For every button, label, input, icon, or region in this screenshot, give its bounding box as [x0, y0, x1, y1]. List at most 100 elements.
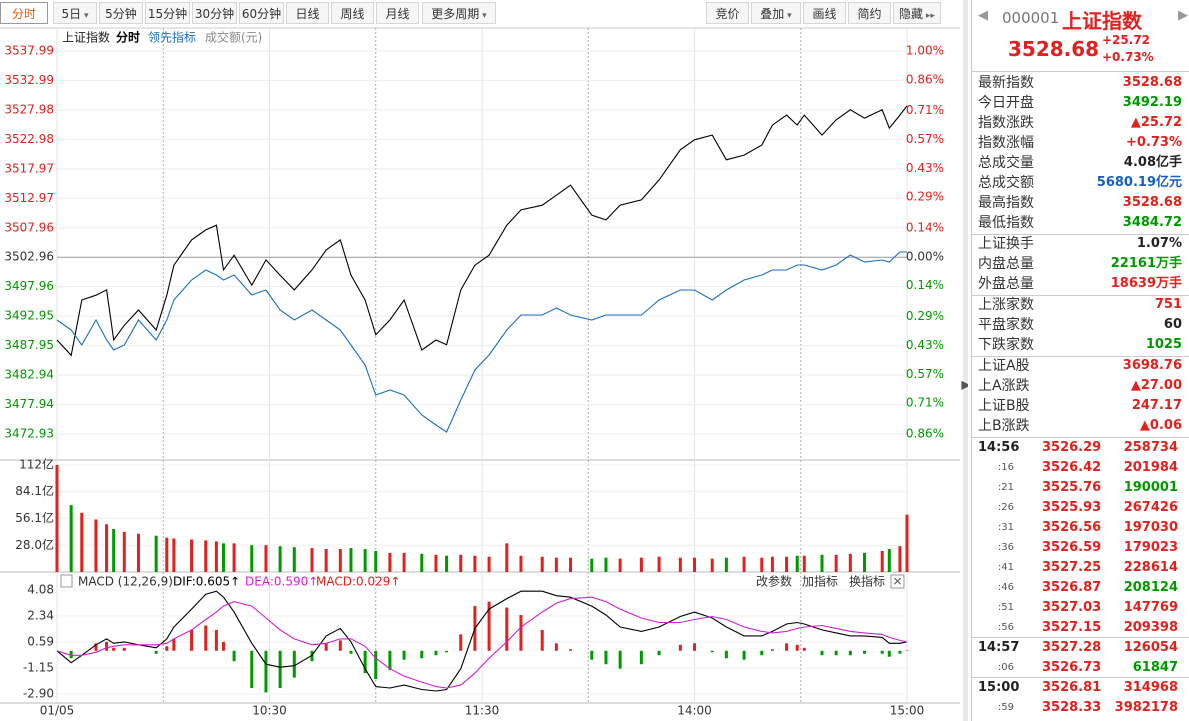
- y-tick-label: 3472.93: [4, 427, 54, 441]
- volume-bar: [540, 556, 544, 572]
- splitter[interactable]: [963, 0, 968, 721]
- y-tick-label: 84.1亿: [15, 483, 54, 498]
- trade-row: 14:56 3526.29 258734: [972, 438, 1188, 458]
- stat-label: 总成交量: [978, 155, 1034, 171]
- y2-tick-label: 0.57%: [906, 367, 944, 381]
- macd-bar: [112, 647, 116, 651]
- macd-bar: [724, 650, 728, 659]
- trade-price: 3527.15: [1042, 620, 1102, 635]
- period-tab[interactable]: 60分钟: [239, 2, 284, 24]
- macd-bar: [554, 643, 558, 651]
- stat-row: 总成交额 5680.19亿元: [972, 173, 1188, 193]
- legend-entry: 领先指标: [148, 30, 196, 45]
- y-tick-label: 3507.96: [4, 220, 54, 234]
- quote-panel: ◀ 000001 上证指数 ▶ 3528.68 +25.72 +0.73% 最新…: [971, 0, 1189, 721]
- splitter-arrow[interactable]: ▶: [961, 378, 968, 392]
- trade-row: :51 3527.03 147769: [972, 598, 1188, 618]
- trade-row: :59 3528.33 3982178: [972, 698, 1188, 718]
- y2-tick-label: 0.57%: [906, 132, 944, 146]
- volume-bar: [505, 543, 509, 572]
- period-tab[interactable]: 15分钟: [145, 2, 190, 24]
- period-tab[interactable]: 30分钟: [192, 2, 237, 24]
- volume-bar: [402, 552, 406, 572]
- volume-bar: [324, 549, 328, 572]
- y-tick-label: -2.90: [23, 687, 54, 701]
- y-tick-label: 2.34: [27, 608, 54, 622]
- stat-value: 247.17: [1131, 398, 1182, 413]
- y-tick-label: 3497.96: [4, 279, 54, 293]
- next-arrow[interactable]: ▶: [1178, 8, 1188, 23]
- stat-value: 22161万手: [1110, 256, 1182, 271]
- macd-bar: [324, 643, 328, 651]
- stat-label: 上A涨跌: [978, 378, 1030, 394]
- volume-bar: [55, 465, 59, 572]
- stat-label: 最新指数: [978, 75, 1034, 91]
- chart-title: 上证指数: [62, 30, 110, 45]
- y-tick-label: 3537.99: [4, 44, 54, 58]
- trade-time: 14:56: [978, 440, 1020, 455]
- volume-bar: [190, 539, 194, 572]
- tool-button[interactable]: 简约: [848, 2, 891, 24]
- trade-volume: 209398: [1123, 620, 1178, 635]
- volume-bar: [112, 529, 116, 572]
- macd-bar: [693, 643, 696, 651]
- info-icon[interactable]: [60, 574, 73, 588]
- stat-label: 平盘家数: [978, 317, 1034, 333]
- period-tab[interactable]: 5日: [53, 2, 97, 24]
- stat-value: 1.07%: [1136, 236, 1182, 251]
- y2-tick-label: 0.00%: [906, 249, 944, 263]
- period-tab[interactable]: 月线: [376, 2, 419, 24]
- macd-bar: [657, 650, 661, 656]
- trade-time: :26: [997, 502, 1014, 513]
- divider: [972, 71, 1189, 72]
- macd-bar: [618, 650, 622, 669]
- period-tab[interactable]: 更多周期: [422, 2, 496, 24]
- stat-label: 内盘总量: [978, 256, 1034, 272]
- period-tab[interactable]: 日线: [286, 2, 329, 24]
- tool-button[interactable]: 隐藏: [893, 2, 941, 24]
- panel-tool[interactable]: 改参数: [756, 574, 792, 589]
- tool-button[interactable]: 叠加: [751, 2, 801, 24]
- stat-label: 下跌家数: [978, 337, 1034, 353]
- y-tick-label: 3512.97: [4, 191, 54, 205]
- stat-value: 3484.72: [1122, 215, 1182, 230]
- volume-bar: [590, 558, 594, 572]
- x-tick-label: 11:30: [465, 704, 500, 718]
- macd-bar: [250, 650, 254, 689]
- y2-tick-label: 1.00%: [906, 44, 944, 58]
- volume-bar: [349, 548, 353, 572]
- prev-arrow[interactable]: ◀: [978, 8, 988, 23]
- close-button[interactable]: [890, 574, 905, 589]
- volume-bar: [388, 552, 392, 572]
- x-tick-label: 15:00: [890, 704, 925, 718]
- macd-bar: [363, 650, 367, 674]
- period-tab[interactable]: 周线: [331, 2, 374, 24]
- close-icon[interactable]: ✕: [892, 575, 902, 589]
- trade-row: :31 3526.56 197030: [972, 518, 1188, 538]
- stat-row: 上涨家数 751: [972, 295, 1188, 315]
- tool-button[interactable]: 竞价: [706, 2, 749, 24]
- stock-code: 000001: [1002, 9, 1060, 27]
- trade-time: :06: [997, 662, 1014, 673]
- trade-row: :21 3525.76 190001: [972, 478, 1188, 498]
- tool-button[interactable]: 画线: [803, 2, 846, 24]
- trade-time: 14:57: [978, 640, 1020, 655]
- trade-price: 3526.42: [1042, 460, 1102, 475]
- trade-row: :41 3527.25 228614: [972, 558, 1188, 578]
- period-tab[interactable]: 5分钟: [99, 2, 143, 24]
- panel-tool[interactable]: 换指标: [849, 574, 885, 589]
- stat-value: 3528.68: [1122, 75, 1182, 90]
- stat-row: 上证B股 247.17: [972, 396, 1188, 416]
- trade-row: :56 3527.15 209398: [972, 618, 1188, 638]
- panel-tool[interactable]: 加指标: [802, 574, 838, 589]
- trade-time: :36: [997, 542, 1014, 553]
- macd-bar: [760, 650, 764, 656]
- trade-price: 3526.59: [1042, 540, 1102, 555]
- y2-tick-label: 0.29%: [906, 190, 944, 204]
- stat-row: 上B涨跌 ▲0.06: [972, 416, 1188, 436]
- stat-value: 1025: [1145, 337, 1182, 352]
- macd-bar: [770, 649, 774, 651]
- volume-bar: [569, 557, 573, 572]
- period-tab[interactable]: 分时: [0, 2, 48, 24]
- macd-bar: [785, 643, 789, 651]
